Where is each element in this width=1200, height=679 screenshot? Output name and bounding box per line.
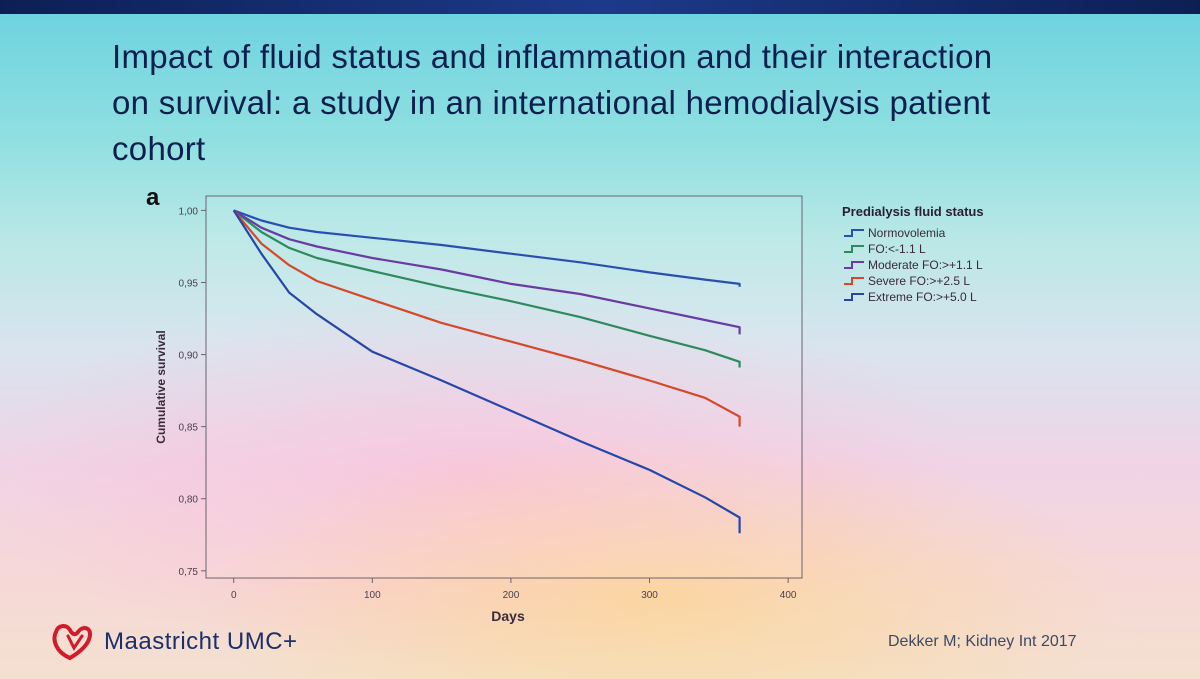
legend-swatch-icon bbox=[844, 293, 864, 301]
x-tick-label: 300 bbox=[641, 590, 658, 601]
chart-legend: Predialysis fluid status Normovolemia FO:… bbox=[842, 204, 1072, 305]
y-tick-label: 0,95 bbox=[179, 278, 199, 289]
maastricht-logo-icon bbox=[52, 624, 93, 661]
legend-label: Normovolemia bbox=[868, 226, 946, 240]
legend-swatch-icon bbox=[844, 229, 864, 237]
legend-item: Moderate FO:>+1.1 L bbox=[842, 257, 1072, 273]
legend-swatch-icon bbox=[844, 245, 864, 253]
plot-area bbox=[205, 195, 803, 579]
x-tick-label: 400 bbox=[780, 590, 797, 601]
x-tick-label: 0 bbox=[231, 590, 237, 601]
x-tick-label: 100 bbox=[364, 590, 381, 601]
slide-background bbox=[0, 14, 1200, 679]
legend-label: Extreme FO:>+5.0 L bbox=[868, 290, 977, 304]
y-tick-label: 1,00 bbox=[179, 206, 199, 217]
series-line-0 bbox=[233, 209, 741, 287]
x-tick-label: 200 bbox=[503, 590, 520, 601]
legend-item: Normovolemia bbox=[842, 225, 1072, 241]
slide-title: Impact of fluid status and inflammation … bbox=[112, 38, 993, 167]
citation: Dekker M; Kidney Int 2017 bbox=[888, 633, 1077, 650]
x-axis-label: Days bbox=[491, 608, 525, 624]
legend-swatch-icon bbox=[844, 261, 864, 269]
y-tick-label: 0,90 bbox=[179, 351, 199, 362]
y-tick-label: 0,80 bbox=[179, 495, 199, 506]
legend-label: FO:<-1.1 L bbox=[868, 242, 926, 256]
y-tick-label: 0,75 bbox=[179, 567, 199, 578]
legend-title: Predialysis fluid status bbox=[842, 204, 984, 219]
top-bar bbox=[0, 0, 1200, 14]
legend-swatch-icon bbox=[844, 277, 864, 285]
series-line-1 bbox=[233, 209, 741, 368]
y-tick-label: 0,85 bbox=[179, 423, 199, 434]
series-line-4 bbox=[232, 209, 741, 534]
legend-item: Severe FO:>+2.5 L bbox=[842, 273, 1072, 289]
legend-label: Severe FO:>+2.5 L bbox=[868, 274, 971, 288]
panel-letter: a bbox=[146, 184, 160, 211]
logo-text: Maastricht UMC+ bbox=[104, 628, 298, 655]
series-line-3 bbox=[232, 209, 741, 427]
legend-item: FO:<-1.1 L bbox=[842, 241, 1072, 257]
legend-item: Extreme FO:>+5.0 L bbox=[842, 289, 1072, 305]
y-axis-label: Cumulative survival bbox=[154, 330, 168, 443]
legend-label: Moderate FO:>+1.1 L bbox=[868, 258, 983, 272]
institution-logo: Maastricht UMC+ bbox=[50, 622, 298, 662]
series-line-2 bbox=[233, 209, 741, 335]
